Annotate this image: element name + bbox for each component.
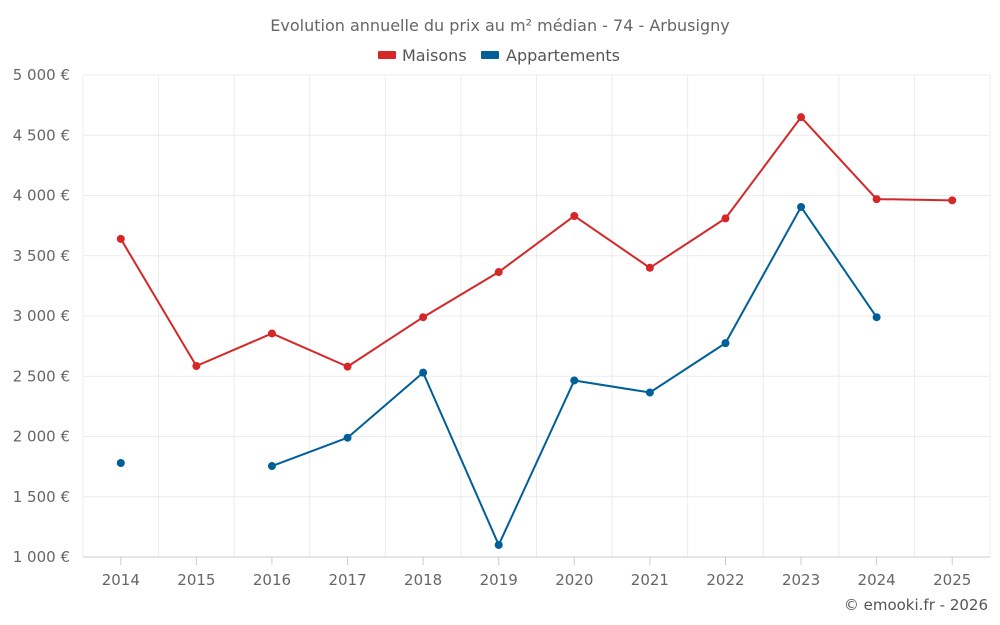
data-point-maisons[interactable] — [797, 113, 806, 122]
x-tick-label: 2015 — [177, 571, 215, 589]
data-point-maisons[interactable] — [494, 268, 503, 277]
legend-label-appartements: Appartements — [506, 46, 620, 65]
y-tick-label: 2 000 € — [13, 428, 70, 446]
data-point-maisons[interactable] — [419, 313, 428, 322]
y-tick-label: 3 000 € — [13, 307, 70, 325]
legend-item-maisons[interactable]: Maisons — [378, 46, 467, 65]
y-tick-label: 1 000 € — [13, 548, 70, 566]
series-maisons — [116, 113, 957, 371]
axis-layer: 1 000 € 1 500 € 2 000 € 2 500 € 3 000 € 3 500… — [13, 66, 990, 589]
data-point-maisons[interactable] — [192, 362, 201, 371]
x-tick-label: 2021 — [631, 571, 669, 589]
data-point-maisons[interactable] — [645, 263, 654, 272]
legend-swatch-maisons — [378, 51, 396, 59]
data-point-maisons[interactable] — [948, 196, 957, 205]
y-tick-label: 3 500 € — [13, 247, 70, 265]
y-tick-label: 5 000 € — [13, 66, 70, 84]
y-tick-label: 1 500 € — [13, 488, 70, 506]
x-tick-label: 2023 — [782, 571, 820, 589]
y-tick-label: 4 500 € — [13, 126, 70, 144]
data-point-maisons[interactable] — [872, 195, 881, 204]
x-tick-label: 2025 — [933, 571, 971, 589]
data-point-appartements[interactable] — [343, 433, 352, 442]
x-tick-label: 2020 — [555, 571, 593, 589]
series-line-maisons — [119, 116, 954, 368]
data-point-appartements[interactable] — [419, 368, 428, 377]
series-layer — [116, 113, 957, 549]
x-tick-label: 2014 — [102, 571, 140, 589]
y-tick-label: 4 000 € — [13, 187, 70, 205]
x-tick-label: 2016 — [253, 571, 291, 589]
data-point-maisons[interactable] — [343, 362, 352, 371]
data-point-maisons[interactable] — [721, 214, 730, 223]
data-point-appartements[interactable] — [645, 388, 654, 397]
data-point-appartements[interactable] — [494, 540, 503, 549]
data-point-appartements[interactable] — [267, 462, 276, 471]
data-point-appartements[interactable] — [570, 376, 579, 385]
data-point-appartements[interactable] — [797, 202, 806, 211]
data-point-maisons[interactable] — [267, 329, 276, 338]
grid-layer — [82, 74, 991, 557]
y-tick-label: 2 500 € — [13, 367, 70, 385]
legend-item-appartements[interactable]: Appartements — [481, 46, 620, 65]
credit-text: © emooki.fr - 2026 — [844, 596, 988, 614]
chart-title: Evolution annuelle du prix au m² médian … — [270, 16, 729, 35]
data-point-appartements[interactable] — [721, 339, 730, 348]
data-point-appartements[interactable] — [872, 313, 881, 322]
x-tick-label: 2019 — [480, 571, 518, 589]
chart-legend: Maisons Appartements — [378, 46, 620, 65]
data-point-appartements[interactable] — [116, 459, 125, 468]
x-tick-label: 2018 — [404, 571, 442, 589]
legend-swatch-appartements — [481, 51, 499, 59]
x-tick-label: 2022 — [706, 571, 744, 589]
legend-label-maisons: Maisons — [402, 46, 467, 65]
data-point-maisons[interactable] — [570, 211, 579, 220]
series-appartements — [116, 202, 881, 549]
data-point-maisons[interactable] — [116, 234, 125, 243]
x-tick-label: 2017 — [328, 571, 366, 589]
x-tick-label: 2024 — [858, 571, 896, 589]
